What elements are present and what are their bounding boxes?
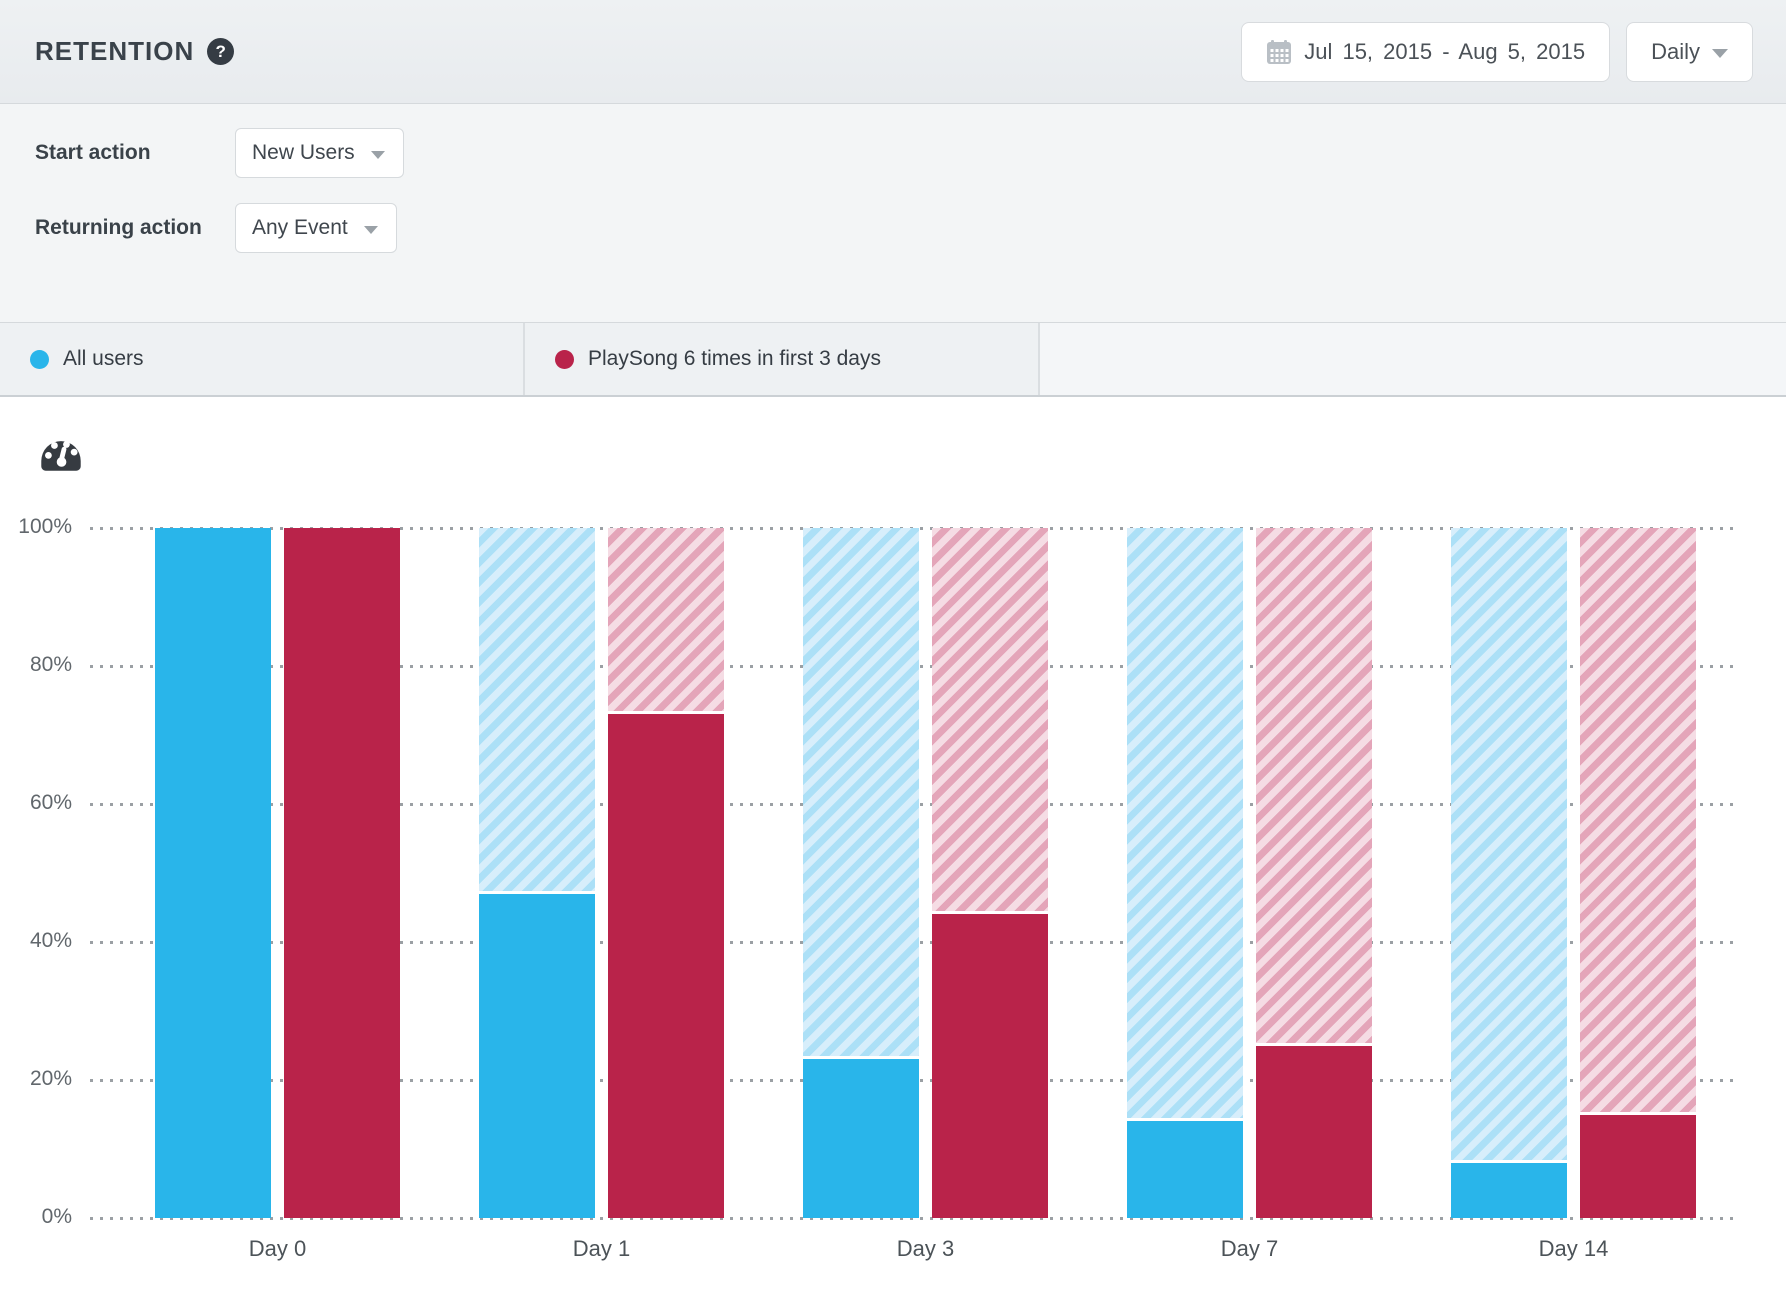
bar-solid-value (1451, 1162, 1567, 1218)
bar-solid-value (1127, 1121, 1243, 1218)
bar-playsong-6-times-in-first-3-days[interactable] (284, 528, 400, 1218)
interval-dropdown[interactable]: Daily (1626, 21, 1753, 82)
page-title: RETENTION (35, 36, 195, 66)
chevron-down-icon (370, 150, 385, 159)
legend-label: All users (63, 347, 144, 370)
x-axis-label: Day 3 (896, 1236, 955, 1261)
start-action-row: Start action New Users (35, 128, 1786, 178)
bar-solid-value (284, 528, 400, 1218)
interval-label: Daily (1651, 38, 1700, 64)
y-axis-tick-label: 20% (29, 1067, 72, 1090)
chevron-down-icon (363, 225, 378, 234)
legend-empty-area (1040, 323, 1786, 395)
bar-all-users[interactable] (803, 528, 919, 1218)
calendar-icon (1267, 39, 1292, 64)
bar-hatch-background (932, 528, 1048, 912)
bar-solid-value (803, 1059, 919, 1218)
y-axis-tick-label: 80% (29, 653, 72, 676)
bar-playsong-6-times-in-first-3-days[interactable] (1580, 528, 1696, 1218)
bar-all-users[interactable] (1127, 528, 1243, 1218)
bar-hatch-background (1256, 528, 1372, 1043)
bar-all-users[interactable] (1451, 528, 1567, 1218)
bar-hatch-background (1580, 528, 1696, 1112)
bar-group-day-14 (1451, 528, 1696, 1218)
bar-all-users[interactable] (155, 528, 271, 1218)
bar-playsong-6-times-in-first-3-days[interactable] (1256, 528, 1372, 1218)
bar-solid-value (608, 714, 724, 1218)
chevron-down-icon (1712, 48, 1728, 58)
legend-tab-all-users[interactable]: All users (0, 323, 525, 395)
bar-hatch-background (1127, 528, 1243, 1119)
bar-solid-value (479, 893, 595, 1218)
date-range-label: Jul 15, 2015 - Aug 5, 2015 (1304, 38, 1586, 64)
x-axis-label: Day 14 (1538, 1236, 1609, 1261)
series-color-dot-red (555, 349, 574, 369)
start-action-value: New Users (252, 141, 355, 164)
legend-label: PlaySong 6 times in first 3 days (588, 347, 881, 370)
help-icon[interactable]: ? (207, 38, 235, 65)
bar-solid-value (1256, 1045, 1372, 1218)
bar-hatch-background (1451, 528, 1567, 1160)
bar-group-day-3 (803, 528, 1048, 1218)
y-axis-tick-label: 0% (41, 1205, 72, 1228)
bar-hatch-background (479, 528, 595, 891)
returning-action-label: Returning action (35, 216, 202, 239)
header-bar: RETENTION ? Jul 15, 2015 - Aug 5, 2015 (0, 0, 1786, 104)
chart-panel: 0% 20% 40% 60% 80% 100% Day 0 Day 1 Day 3 Day 7 Da… (0, 397, 1786, 1288)
start-action-dropdown[interactable]: New Users (235, 128, 404, 178)
bar-group-day-0 (155, 528, 400, 1218)
bar-playsong-6-times-in-first-3-days[interactable] (932, 528, 1048, 1218)
x-axis-label: Day 7 (1220, 1236, 1279, 1261)
bar-playsong-6-times-in-first-3-days[interactable] (608, 528, 724, 1218)
legend-tab-playsong[interactable]: PlaySong 6 times in first 3 days (525, 323, 1040, 395)
bar-hatch-background (608, 528, 724, 712)
bar-solid-value (155, 528, 271, 1218)
x-axis-label: Day 1 (572, 1236, 631, 1261)
legend-tabs: All users PlaySong 6 times in first 3 da… (0, 323, 1786, 397)
y-axis-tick-label: 60% (29, 791, 72, 814)
gauge-icon[interactable] (38, 430, 84, 477)
bar-group-day-1 (479, 528, 724, 1218)
returning-action-row: Returning action Any Event (35, 203, 1786, 253)
bar-solid-value (932, 914, 1048, 1218)
title-wrap: RETENTION ? (35, 36, 235, 67)
bar-all-users[interactable] (479, 528, 595, 1218)
retention-bar-chart: 0% 20% 40% 60% 80% 100% Day 0 Day 1 Day 3 Day 7 Da… (18, 515, 1733, 1261)
gridline-0% (90, 1217, 1733, 1220)
x-axis-label: Day 0 (248, 1236, 307, 1261)
returning-action-value: Any Event (252, 216, 348, 239)
bar-solid-value (1580, 1114, 1696, 1218)
start-action-label: Start action (35, 141, 151, 164)
returning-action-dropdown[interactable]: Any Event (235, 203, 397, 253)
filters-panel: Start action New Users Returning action … (0, 104, 1786, 323)
y-axis-tick-label: 100% (18, 515, 72, 538)
bar-hatch-background (803, 528, 919, 1057)
series-color-dot-blue (30, 349, 49, 369)
header-controls: Jul 15, 2015 - Aug 5, 2015 Daily (1241, 21, 1753, 82)
bar-group-day-7 (1127, 528, 1372, 1218)
y-axis-tick-label: 40% (29, 929, 72, 952)
date-range-button[interactable]: Jul 15, 2015 - Aug 5, 2015 (1241, 21, 1611, 82)
